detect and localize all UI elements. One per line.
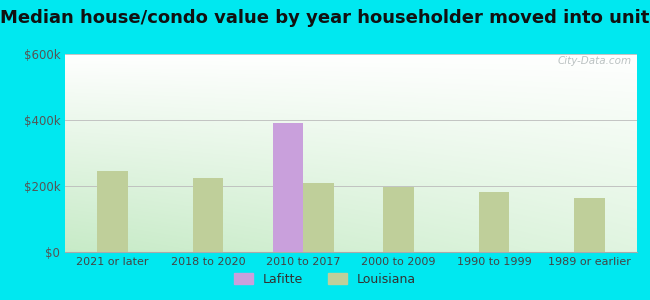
Text: Median house/condo value by year householder moved into unit: Median house/condo value by year househo…: [0, 9, 650, 27]
Bar: [98, 171, 128, 252]
Legend: Lafitte, Louisiana: Lafitte, Louisiana: [229, 268, 421, 291]
Bar: [304, 183, 334, 252]
Bar: [193, 178, 223, 252]
Bar: [574, 198, 605, 252]
Text: City-Data.com: City-Data.com: [557, 56, 631, 66]
Bar: [273, 123, 304, 252]
Bar: [384, 187, 414, 252]
Bar: [479, 192, 509, 252]
